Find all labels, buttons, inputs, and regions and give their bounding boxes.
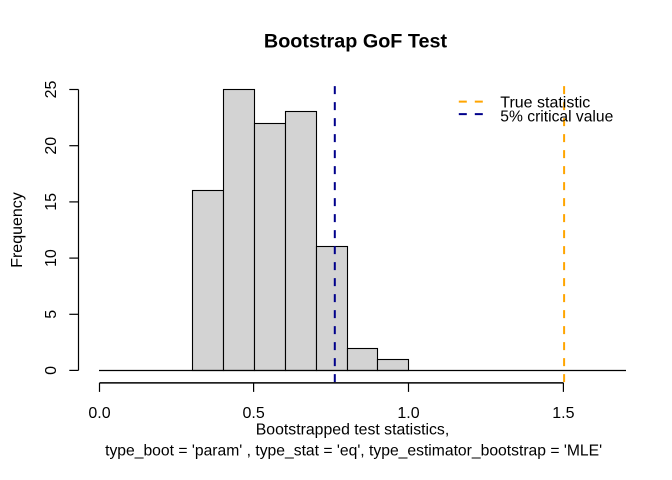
svg-text:Frequency: Frequency: [9, 192, 26, 268]
svg-text:5% critical value: 5% critical value: [500, 108, 613, 125]
svg-text:1.5: 1.5: [552, 405, 574, 422]
svg-text:0.0: 0.0: [88, 405, 110, 422]
svg-text:0.5: 0.5: [242, 405, 264, 422]
svg-text:15: 15: [43, 193, 60, 211]
svg-text:True statistic: True statistic: [500, 95, 590, 112]
svg-text:Bootstrapped test statistics,: Bootstrapped test statistics,: [256, 422, 450, 439]
svg-text:0: 0: [43, 366, 60, 375]
svg-text:Bootstrap GoF Test: Bootstrap GoF Test: [264, 31, 448, 53]
svg-text:5: 5: [43, 310, 60, 319]
svg-text:type_boot = 'param' , type_sta: type_boot = 'param' , type_stat = 'eq', …: [105, 442, 602, 459]
svg-text:25: 25: [43, 81, 60, 99]
svg-text:1.0: 1.0: [397, 405, 419, 422]
svg-text:20: 20: [43, 137, 60, 155]
svg-text:10: 10: [43, 249, 60, 267]
